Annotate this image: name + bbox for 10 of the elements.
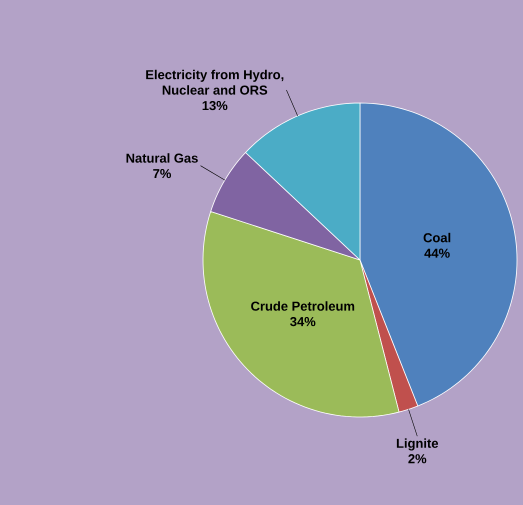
slice-label: Coal [424, 232, 450, 242]
slice-label: Lignite [396, 438, 438, 451]
data-label: 44% [424, 248, 450, 258]
data-label: 13% [202, 100, 228, 110]
data-label: 34% [290, 317, 316, 326]
slice-label: Natural Gas [126, 153, 198, 163]
data-label: 2% [408, 454, 426, 464]
slice-label: Crude Petroleum [251, 301, 354, 311]
slice-label: Electricity from Hydro, Nuclear and ORS [146, 70, 284, 95]
data-label: 7% [153, 169, 172, 178]
